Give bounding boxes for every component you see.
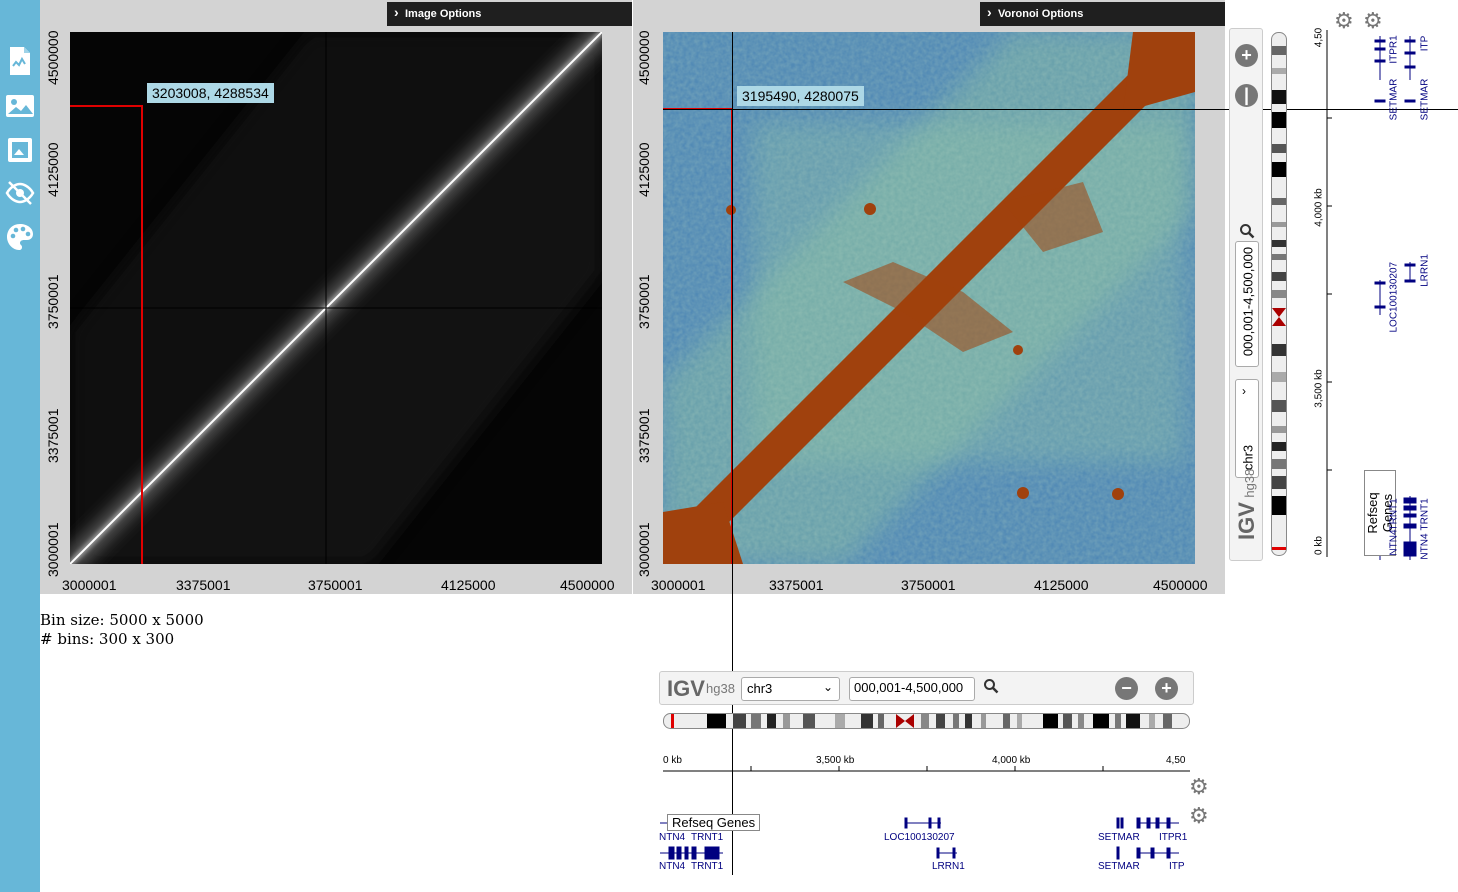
y-tick-label: 4500000 [45, 30, 61, 85]
igv-logo-vertical: IGV hg38 [1234, 469, 1260, 540]
chromosome-select[interactable]: chr3 ⌄ [741, 677, 840, 701]
chevron-down-icon: ⌄ [822, 680, 833, 694]
gene-label: SETMAR [1388, 78, 1400, 121]
x-tick-label: 4125000 [1034, 577, 1089, 593]
ruler-label: 4,50 [1313, 27, 1325, 48]
igv-navbar: IGV hg38 chr3 ⌄ 000,001-4,500,000 − + [659, 671, 1194, 705]
y-tick-label: 3375001 [45, 408, 61, 463]
ruler-label: 4,000 kb [1313, 188, 1325, 227]
gene-label: NTN4 [659, 861, 686, 872]
y-tick-label: 3375001 [636, 408, 652, 463]
y-tick-label: 4500000 [636, 30, 652, 85]
image-frame-icon[interactable] [5, 135, 35, 165]
chromosome-ideogram-vertical[interactable] [1271, 32, 1287, 556]
ruler-label: 0 kb [663, 755, 682, 766]
hidden-eye-icon[interactable] [5, 178, 35, 208]
tool-sidebar [0, 0, 40, 892]
voronoi-heatmap[interactable] [663, 32, 1195, 564]
gene-label: NTN4 [1419, 533, 1431, 560]
gene-label: TRNT1 [691, 832, 724, 843]
igv-navbar-vertical: + | 000,001-4,500,000 › chr3 IGV hg38 [1229, 28, 1263, 561]
gear-icon[interactable]: ⚙ [1189, 774, 1209, 799]
x-tick-label: 3000001 [62, 577, 117, 593]
locus-input[interactable]: 000,001-4,500,000 [849, 677, 975, 701]
x-tick-label: 3750001 [901, 577, 956, 593]
chromosome-ideogram[interactable] [663, 713, 1190, 729]
gene-label: TRNT1 [1419, 498, 1431, 531]
bin-count-text: # bins: 300 x 300 [40, 630, 175, 648]
chromosome-select[interactable]: › chr3 [1235, 379, 1259, 478]
crosshair-vertical [732, 32, 733, 875]
search-icon[interactable] [983, 678, 999, 699]
gene-label: NTN4 [1388, 529, 1400, 556]
zoom-out-button[interactable]: − [1115, 677, 1138, 700]
gene-label: LOC100130207 [1388, 261, 1400, 333]
gene-label: ITP [1169, 861, 1185, 872]
igv-logo: IGV [667, 676, 705, 701]
gene-label: TRNT1 [1388, 498, 1400, 531]
gene-label: ITPR1 [1159, 832, 1188, 843]
cursor-coordinate-label: 3203008, 4288534 [147, 83, 274, 103]
ruler-label: 0 kb [1313, 536, 1325, 555]
igv-logo: IGV [1234, 502, 1259, 540]
ruler-label: 4,000 kb [992, 755, 1031, 766]
chevron-down-icon: › [1242, 384, 1246, 398]
gear-icon[interactable]: ⚙ [1189, 803, 1209, 828]
bin-size-text: Bin size: 5000 x 5000 [40, 611, 204, 629]
y-tick-label: 3000001 [45, 522, 61, 577]
palette-icon[interactable] [5, 222, 35, 252]
gene-label: LRRN1 [932, 861, 965, 872]
gene-label: TRNT1 [691, 861, 724, 872]
ruler-axis-vertical [1326, 30, 1332, 557]
document-chart-icon[interactable] [5, 46, 35, 76]
ruler-label: 3,500 kb [1313, 369, 1325, 408]
image-options-toggle[interactable]: Image Options [387, 2, 632, 26]
gene-label: NTN4 [659, 832, 686, 843]
gene-label: ITP [1419, 35, 1431, 52]
x-tick-label: 3750001 [308, 577, 363, 593]
x-tick-label: 3375001 [769, 577, 824, 593]
contact-heatmap[interactable] [70, 32, 602, 564]
cursor-coordinate-label: 3195490, 4280075 [737, 86, 864, 106]
locus-input[interactable]: 000,001-4,500,000 [1235, 241, 1259, 367]
search-icon[interactable] [1239, 223, 1255, 244]
gene-label: ITPR1 [1388, 35, 1400, 64]
ruler-axis [663, 766, 1190, 772]
chromosome-value: chr3 [747, 681, 773, 696]
gene-label: SETMAR [1419, 78, 1431, 121]
selection-rectangle [70, 105, 143, 564]
voronoi-options-toggle[interactable]: Voronoi Options [980, 2, 1225, 26]
gear-icon[interactable]: ⚙ [1334, 8, 1354, 33]
zoom-out-button[interactable]: | [1235, 84, 1258, 107]
zoom-in-button[interactable]: + [1155, 677, 1178, 700]
gene-label: SETMAR [1098, 832, 1140, 843]
ruler-label: 4,50 [1166, 755, 1186, 766]
zoom-in-button[interactable]: + [1235, 44, 1258, 67]
image-icon[interactable] [5, 91, 35, 121]
genome-label: hg38 [1242, 468, 1257, 498]
x-tick-label: 4125000 [441, 577, 496, 593]
gene-label: LOC100130207 [884, 832, 955, 843]
x-tick-label: 3375001 [176, 577, 231, 593]
y-tick-label: 4125000 [45, 142, 61, 197]
y-tick-label: 3750001 [45, 274, 61, 329]
locus-value: 000,001-4,500,000 [1240, 246, 1256, 357]
y-tick-label: 3000001 [636, 522, 652, 577]
gear-icon[interactable]: ⚙ [1363, 8, 1383, 33]
gene-label: SETMAR [1098, 861, 1140, 872]
track-name-label[interactable]: Refseq Genes [667, 814, 761, 831]
x-tick-label: 4500000 [560, 577, 615, 593]
y-tick-label: 4125000 [636, 142, 652, 197]
x-tick-label: 4500000 [1153, 577, 1208, 593]
crosshair-horizontal [663, 109, 1458, 110]
gene-label: LRRN1 [1419, 254, 1431, 287]
genome-label: hg38 [706, 681, 735, 696]
x-tick-label: 3000001 [651, 577, 706, 593]
y-tick-label: 3750001 [636, 274, 652, 329]
ruler-label: 3,500 kb [816, 755, 855, 766]
